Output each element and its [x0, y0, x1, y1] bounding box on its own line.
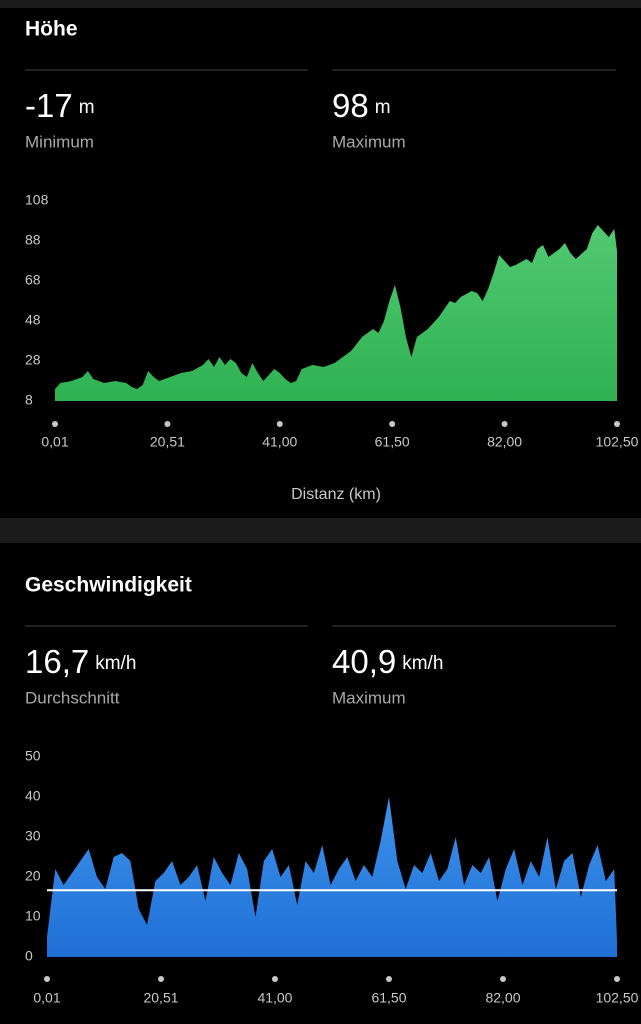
panel-title: Höhe: [25, 18, 78, 41]
y-tick-label: 68: [25, 272, 41, 288]
x-tick-dot: [385, 976, 392, 982]
top-strip: [0, 0, 641, 8]
y-tick-label: 48: [25, 312, 41, 328]
y-tick-label: 108: [25, 192, 49, 208]
stat-label: Minimum: [25, 132, 94, 151]
x-tick-dot: [614, 421, 620, 427]
x-tick-dot: [164, 421, 171, 427]
stat-value: -17: [25, 87, 73, 124]
panel-title: Geschwindigkeit: [25, 574, 192, 597]
stat: 40,9 km/h: [332, 643, 443, 680]
y-tick-label: 20: [25, 868, 41, 884]
x-tick-label: 82,00: [485, 990, 520, 1006]
stat-value: 98: [332, 87, 369, 124]
area: [47, 797, 617, 957]
y-tick-label: 30: [25, 828, 41, 844]
x-tick-label: 41,00: [257, 990, 292, 1006]
x-tick-label: 102,50: [596, 990, 639, 1006]
stat-label: Durchschnitt: [25, 688, 120, 707]
x-tick-label: 82,00: [487, 434, 522, 450]
stat-unit: km/h: [95, 653, 136, 674]
stat: -17 m: [25, 87, 95, 124]
x-tick-dot: [158, 976, 165, 982]
stat-value: 16,7: [25, 643, 89, 680]
stat-label: Maximum: [332, 688, 406, 707]
x-tick-dot: [271, 976, 278, 982]
y-tick-label: 8: [25, 392, 33, 408]
x-tick-dot: [44, 976, 50, 982]
x-tick-dot: [389, 421, 396, 427]
x-tick-label: 0,01: [33, 990, 60, 1006]
y-tick-label: 28: [25, 352, 41, 368]
separator: [0, 518, 641, 543]
x-tick-dot: [499, 976, 506, 982]
stat-label: Maximum: [332, 132, 406, 151]
x-tick-dot: [614, 976, 620, 982]
x-tick-label: 20,51: [143, 990, 178, 1006]
y-tick-label: 88: [25, 232, 41, 248]
x-axis-title: Distanz (km): [291, 486, 381, 503]
y-tick-label: 0: [25, 948, 33, 964]
stat-unit: km/h: [402, 653, 443, 674]
stat: 16,7 km/h: [25, 643, 136, 680]
x-tick-dot: [52, 421, 58, 427]
y-tick-label: 50: [25, 748, 41, 764]
x-tick-label: 61,50: [371, 990, 406, 1006]
x-tick-label: 41,00: [262, 434, 297, 450]
y-tick-label: 10: [25, 908, 41, 924]
x-tick-label: 102,50: [596, 434, 639, 450]
x-tick-dot: [501, 421, 508, 427]
x-tick-dot: [276, 421, 283, 427]
stat-unit: m: [79, 97, 95, 118]
stat-value: 40,9: [332, 643, 396, 680]
x-tick-label: 61,50: [375, 434, 410, 450]
y-tick-label: 40: [25, 788, 41, 804]
stat-unit: m: [375, 97, 391, 118]
area: [55, 225, 617, 401]
x-tick-label: 20,51: [150, 434, 185, 450]
x-tick-label: 0,01: [41, 434, 68, 450]
stat: 98 m: [332, 87, 391, 124]
